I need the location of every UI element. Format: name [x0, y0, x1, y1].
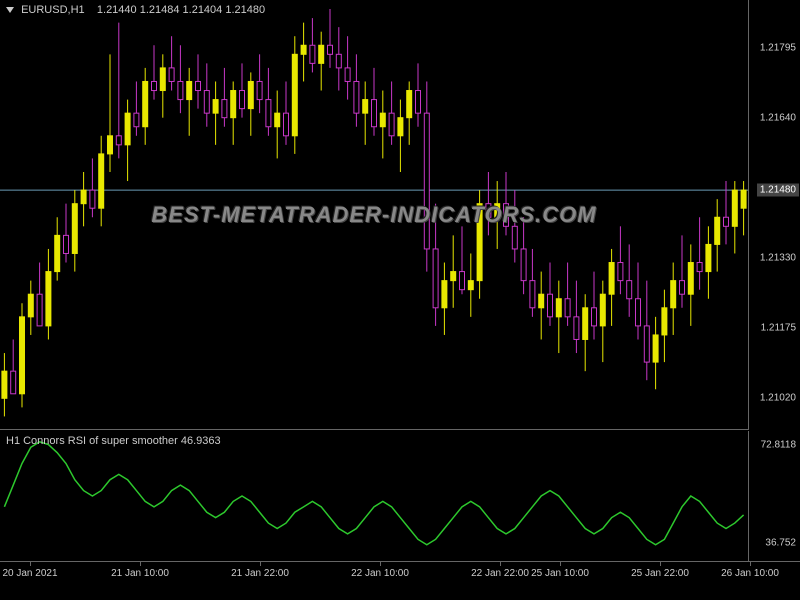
time-tick: 21 Jan 10:00	[111, 568, 169, 579]
time-tick: 25 Jan 10:00	[531, 568, 589, 579]
time-tick: 20 Jan 2021	[2, 568, 57, 579]
indicator-tick: 36.752	[765, 537, 796, 548]
main-price-chart[interactable]: EURUSD,H1 1.21440 1.21484 1.21404 1.2148…	[0, 0, 748, 430]
price-tick: 1.21640	[760, 112, 796, 123]
indicator-panel[interactable]: H1 Connors RSI of super smoother 46.9363	[0, 431, 748, 561]
indicator-label: H1 Connors RSI of super smoother 46.9363	[6, 435, 221, 447]
price-tick: 1.21175	[761, 323, 796, 334]
time-tick: 22 Jan 10:00	[351, 568, 409, 579]
ohlc-label: 1.21440 1.21484 1.21404 1.21480	[97, 4, 265, 16]
time-axis: 20 Jan 2021 21 Jan 10:00 21 Jan 22:00 22 Ja…	[0, 561, 800, 600]
chart-container: EURUSD,H1 1.21440 1.21484 1.21404 1.2148…	[0, 0, 800, 600]
chart-header: EURUSD,H1 1.21440 1.21484 1.21404 1.2148…	[6, 4, 265, 16]
dropdown-icon	[6, 7, 14, 13]
price-tick: 1.21480	[757, 184, 799, 197]
indicator-tick: 72.8118	[761, 440, 796, 451]
price-tick: 1.21795	[760, 42, 796, 53]
time-tick: 26 Jan 10:00	[721, 568, 779, 579]
time-tick: 25 Jan 22:00	[631, 568, 689, 579]
price-tick: 1.21330	[760, 253, 796, 264]
time-tick: 21 Jan 22:00	[231, 568, 289, 579]
indicator-axis: 72.8118 36.752	[748, 431, 800, 561]
time-tick: 22 Jan 22:00	[471, 568, 529, 579]
indicator-svg	[0, 431, 748, 561]
price-axis: 1.21795 1.21640 1.21480 1.21330 1.21175 1.210…	[748, 0, 800, 430]
candlestick-svg	[0, 0, 748, 430]
symbol-label: EURUSD,H1	[21, 4, 85, 16]
price-tick: 1.21020	[760, 393, 796, 404]
